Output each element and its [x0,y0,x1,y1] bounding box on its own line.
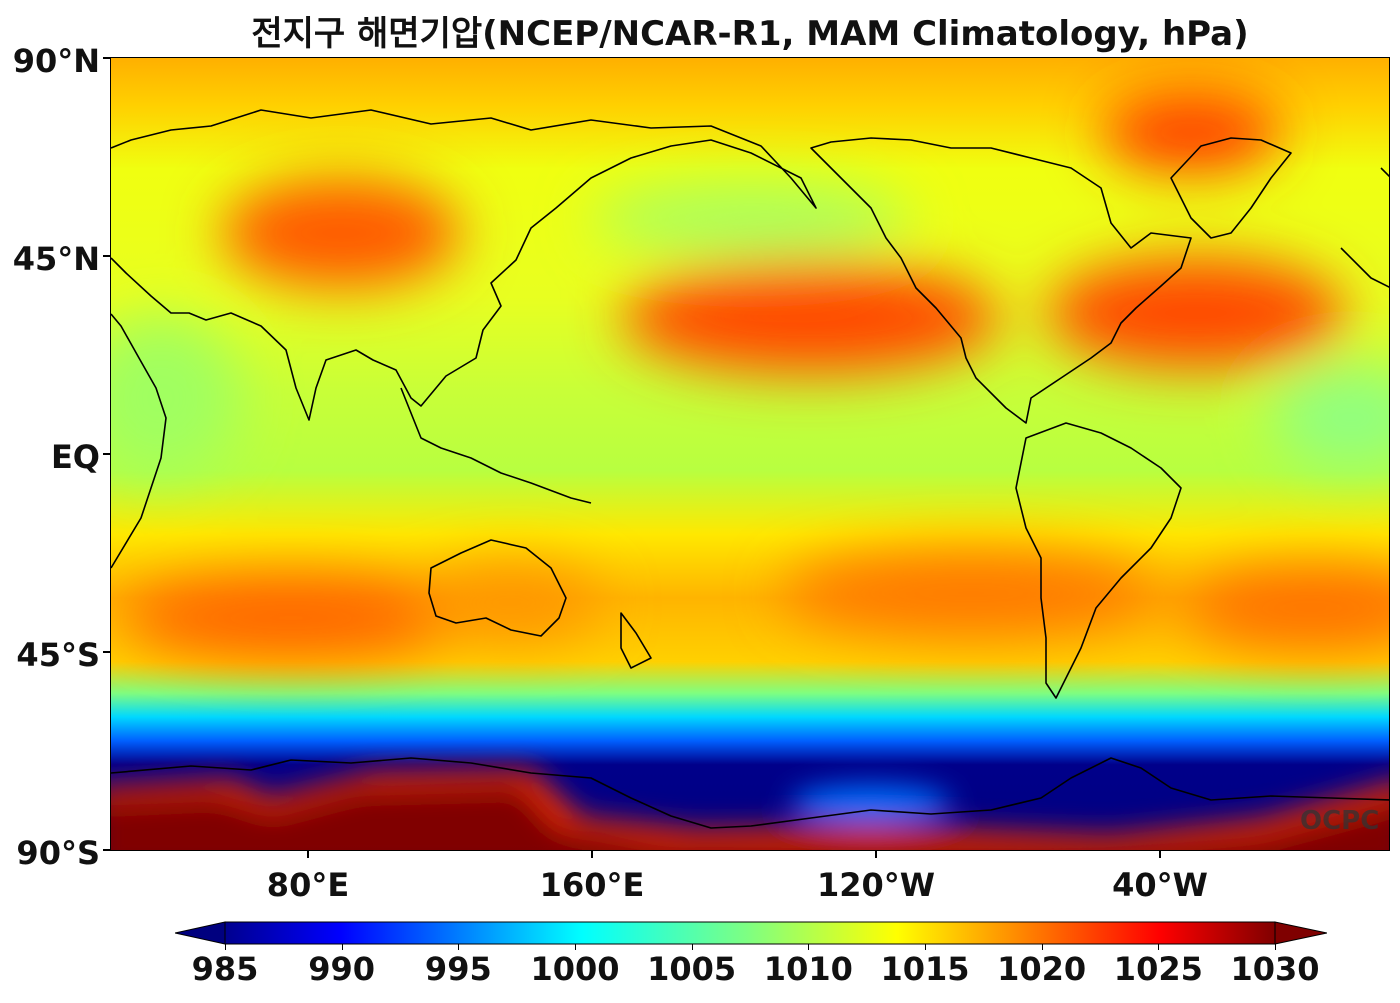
y-tick-mark [103,651,110,653]
colorbar-tick-label: 995 [424,950,492,988]
europe-coastline [1340,247,1389,288]
australia-coastline [428,539,567,637]
colorbar-max-extend [1274,921,1328,945]
background-pressure-band [111,58,1389,850]
ocpc-watermark: OCPC [1300,806,1380,836]
atlantic-trough-blob [1271,368,1389,468]
colorbar-gradient [224,921,1276,945]
south-america-coastline [1015,422,1182,699]
colorbar-tick-label: 1030 [1230,950,1320,988]
colorbar-graphic [174,921,1328,945]
pressure-field [111,58,1389,850]
colorbar-tick-mark [808,944,810,950]
y-tick-label-90s: 90°S [16,834,100,872]
colorbar-tick-mark [458,944,460,950]
x-tick-mark [1159,851,1161,858]
colorbar-min-extend [174,921,226,945]
ross-sea-blob [791,785,951,821]
x-tick-label-160e: 160°E [539,866,645,904]
azores-high-blob [1046,258,1346,368]
x-tick-mark [307,851,309,858]
colorbar-tick-mark [341,944,343,950]
colorbar-tick-mark [925,944,926,950]
colorbar-tick-label: 990 [308,950,376,988]
y-tick-label-eq: EQ [50,438,100,476]
aleutian-low-blob [591,183,911,253]
africa-east-coast [111,313,167,569]
colorbar-tick-mark [225,944,226,950]
antarctic-plateau-blob [111,782,1389,850]
colorbar-tick-mark [1041,944,1043,950]
colorbar-tick-label: 985 [191,950,259,988]
x-tick-label-120w: 120°W [816,866,936,904]
siberian-high-blob [221,178,461,288]
colorbar-tick-label: 1020 [997,950,1087,988]
indian-ocean-high-blob [121,578,461,658]
colorbar-tick-mark [575,944,576,950]
colorbar-tick-label: 1015 [880,950,970,988]
colorbar-tick-mark [1158,944,1160,950]
x-tick-mark [591,851,593,858]
x-tick-label-80e: 80°E [266,866,350,904]
greenland-high-blob [1101,93,1281,173]
x-tick-label-40w: 40°W [1112,866,1208,904]
colorbar-tick-mark [691,944,693,950]
y-tick-mark [103,255,110,257]
new-zealand-coastline [620,612,652,669]
antarctica-coastline [111,757,1389,829]
y-tick-mark [103,849,110,851]
y-tick-mark [103,453,110,455]
colorbar-tick-label: 1010 [763,950,853,988]
greenland-coastline [1170,137,1292,239]
colorbar-tick-label: 1005 [647,950,737,988]
y-tick-label-90n: 90°N [12,42,100,80]
south-atlantic-high-blob [1181,568,1389,648]
map-title: 전지구 해면기압(NCEP/NCAR-R1, MAM Climatology, … [251,14,1249,54]
y-tick-label-45s: 45°S [16,636,100,674]
coastlines [111,109,1389,829]
maritime-continent-coastline [400,387,592,504]
colorbar-tick-label: 1000 [530,950,620,988]
indian-low-blob [111,318,241,478]
y-tick-label-45n: 45°N [12,240,100,278]
sea-level-pressure-map [110,57,1390,851]
north-pacific-high-blob [621,263,1001,373]
colorbar [174,921,1328,945]
north-america-coastline [810,137,1192,424]
scandinavia-coastline [1380,167,1389,178]
y-tick-mark [103,57,110,59]
colorbar-tick-label: 1025 [1113,950,1203,988]
south-pacific-high-blob [781,551,1161,635]
eurasia-coastline [111,109,817,421]
x-tick-mark [875,851,877,858]
colorbar-tick-mark [1275,944,1276,950]
